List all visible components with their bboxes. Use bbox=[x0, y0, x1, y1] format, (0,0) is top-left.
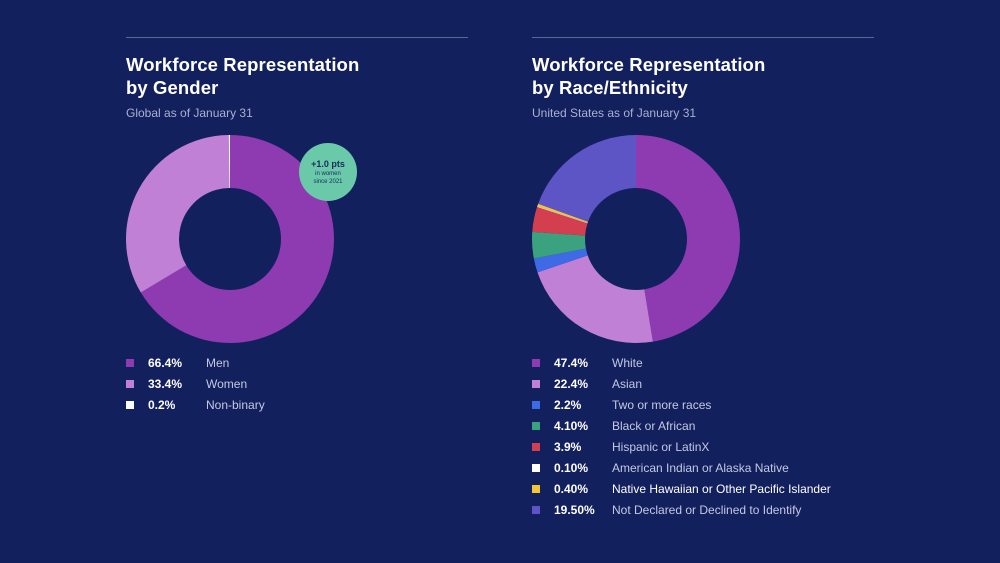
slice-men bbox=[140, 135, 334, 343]
legend-swatch bbox=[532, 421, 540, 430]
legend-label: Black or African bbox=[612, 418, 696, 433]
slice-black-or-african bbox=[532, 231, 586, 259]
legend-item-asian: 22.4% Asian bbox=[532, 373, 831, 394]
chart-subtitle: Global as of January 31 bbox=[126, 106, 253, 120]
slice-two-or-more-races bbox=[533, 248, 588, 273]
legend-value: 19.50% bbox=[554, 502, 595, 517]
legend-label: Asian bbox=[612, 376, 643, 391]
callout-line1: in women bbox=[315, 170, 341, 177]
callout-headline: +1.0 pts bbox=[311, 158, 345, 169]
legend-swatch bbox=[532, 505, 540, 514]
legend-value: 2.2% bbox=[554, 397, 582, 412]
legend-swatch bbox=[532, 379, 540, 388]
slice-native-hawaiian-or-other-pacific-islander bbox=[537, 203, 589, 223]
divider bbox=[532, 37, 874, 38]
chart-title: Workforce Representation by Race/Ethnici… bbox=[532, 54, 766, 98]
legend-item-men: 66.4% Men bbox=[126, 352, 265, 373]
legend-swatch bbox=[126, 400, 134, 409]
legend-swatch bbox=[126, 379, 134, 388]
legend-swatch bbox=[532, 400, 540, 409]
legend-label: Not Declared or Declined to Identify bbox=[612, 502, 802, 517]
legend-value: 66.4% bbox=[148, 355, 183, 370]
legend-label: Hispanic or LatinX bbox=[612, 439, 710, 454]
legend-value: 0.40% bbox=[554, 481, 589, 496]
legend-value: 0.2% bbox=[148, 397, 176, 412]
gender-donut-chart bbox=[126, 135, 334, 343]
gender-panel: Workforce Representation by Gender Globa… bbox=[126, 37, 468, 120]
legend-item-black-or-african: 4.10% Black or African bbox=[532, 415, 831, 436]
legend-item-native-hawaiian-or-other-pacific-islander: 0.40% Native Hawaiian or Other Pacific Is… bbox=[532, 478, 831, 499]
race-ethnicity-legend: 47.4% White 22.4% Asian 2.2% Two or more race… bbox=[532, 352, 831, 520]
legend-label: Men bbox=[206, 355, 230, 370]
slice-american-indian-or-alaska-native bbox=[537, 206, 588, 224]
legend-label: Native Hawaiian or Other Pacific Islande… bbox=[612, 481, 831, 496]
gender-legend: 66.4% Men 33.4% Women 0.2% Non-binary bbox=[126, 352, 265, 415]
callout-line2: since 2021 bbox=[313, 178, 343, 185]
legend-item-non-binary: 0.2% Non-binary bbox=[126, 394, 265, 415]
divider bbox=[126, 37, 468, 38]
legend-label: American Indian or Alaska Native bbox=[612, 460, 789, 475]
legend-swatch bbox=[126, 358, 134, 367]
legend-item-hispanic-or-latinx: 3.9% Hispanic or LatinX bbox=[532, 436, 831, 457]
legend-value: 33.4% bbox=[148, 376, 183, 391]
women-change-callout: +1.0 pts in women since 2021 bbox=[299, 143, 357, 201]
legend-value: 22.4% bbox=[554, 376, 589, 391]
legend-value: 47.4% bbox=[554, 355, 589, 370]
legend-label: Two or more races bbox=[612, 397, 712, 412]
legend-item-white: 47.4% White bbox=[532, 352, 831, 373]
legend-label: White bbox=[612, 355, 643, 370]
slice-asian bbox=[537, 255, 653, 343]
slice-women bbox=[126, 135, 230, 293]
legend-swatch bbox=[532, 358, 540, 367]
legend-item-women: 33.4% Women bbox=[126, 373, 265, 394]
legend-swatch bbox=[532, 442, 540, 451]
legend-value: 3.9% bbox=[554, 439, 582, 454]
slice-white bbox=[636, 135, 741, 342]
legend-value: 4.10% bbox=[554, 418, 589, 433]
chart-subtitle: United States as of January 31 bbox=[532, 106, 697, 120]
legend-item-not-declared-or-declined-to-identify: 19.50% Not Declared or Declined to Identi… bbox=[532, 499, 831, 520]
legend-item-two-or-more-races: 2.2% Two or more races bbox=[532, 394, 831, 415]
legend-label: Women bbox=[206, 376, 248, 391]
race-ethnicity-donut-chart bbox=[532, 135, 741, 343]
legend-label: Non-binary bbox=[206, 397, 265, 412]
legend-swatch bbox=[532, 463, 540, 472]
legend-item-american-indian-or-alaska-native: 0.10% American Indian or Alaska Native bbox=[532, 457, 831, 478]
slice-non-binary bbox=[228, 135, 230, 189]
slice-not-declared-or-declined-to-identify bbox=[538, 135, 636, 222]
slice-hispanic-or-latinx bbox=[532, 206, 588, 236]
legend-swatch bbox=[532, 484, 540, 493]
race-ethnicity-panel: Workforce Representation by Race/Ethnici… bbox=[532, 37, 874, 120]
chart-title: Workforce Representation by Gender bbox=[126, 54, 360, 98]
legend-value: 0.10% bbox=[554, 460, 589, 475]
